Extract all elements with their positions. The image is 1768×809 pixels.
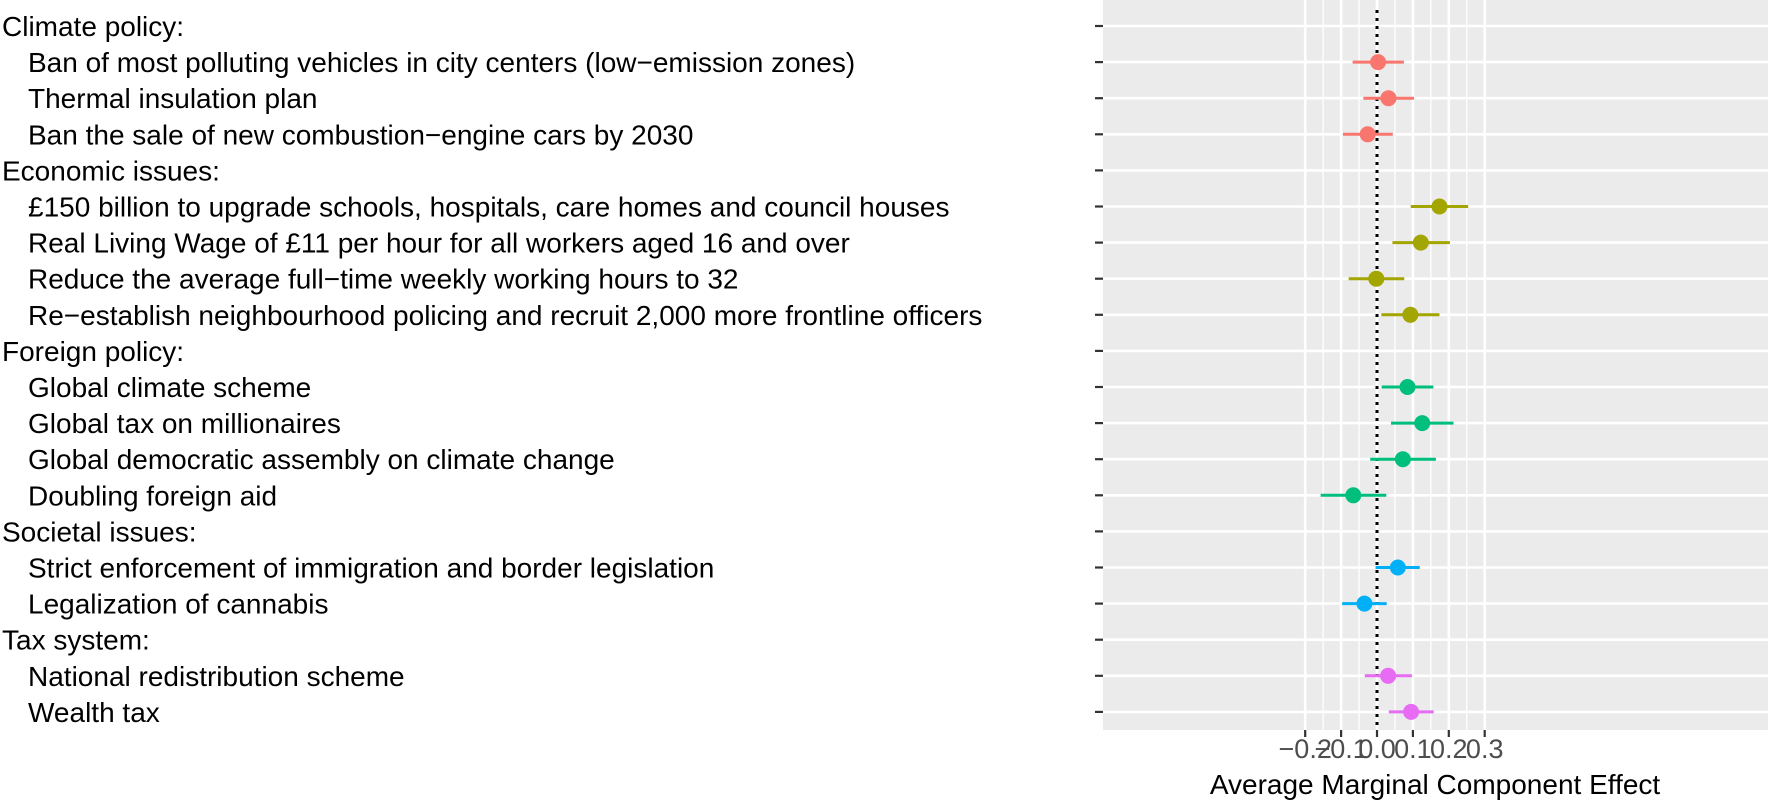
estimate-point-12 — [1394, 451, 1411, 468]
estimate-point-8 — [1402, 306, 1419, 323]
x-tick-label: 0.0 — [1358, 734, 1396, 764]
row-label: Strict enforcement of immigration and bo… — [28, 553, 714, 584]
row-label: Ban of most polluting vehicles in city c… — [28, 47, 855, 78]
estimate-point-6 — [1412, 234, 1429, 251]
row-label: National redistribution scheme — [28, 661, 405, 692]
row-label: Global tax on millionaires — [28, 408, 341, 439]
estimate-point-5 — [1431, 198, 1448, 215]
row-label: Global climate scheme — [28, 372, 311, 403]
group-header-label: Foreign policy: — [2, 336, 184, 367]
group-header-label: Societal issues: — [2, 516, 197, 547]
row-label: Thermal insulation plan — [28, 83, 318, 114]
estimate-point-15 — [1389, 559, 1406, 576]
estimate-point-1 — [1370, 54, 1387, 71]
group-header-label: Climate policy: — [2, 11, 184, 42]
estimate-marks — [1320, 54, 1469, 720]
row-label: Ban the sale of new combustion−engine ca… — [28, 119, 693, 150]
x-tick-label: −0.2 — [1279, 734, 1332, 764]
y-axis-ticks — [1095, 24, 1103, 714]
estimate-point-13 — [1345, 487, 1362, 504]
row-label: Global democratic assembly on climate ch… — [28, 444, 615, 475]
row-label: Doubling foreign aid — [28, 480, 277, 511]
row-labels: Climate policy: Ban of most polluting veh… — [2, 11, 982, 728]
plot-panel — [1103, 0, 1768, 730]
group-header-label: Tax system: — [2, 625, 150, 656]
estimate-point-19 — [1403, 703, 1420, 720]
x-tick-label: 0.1 — [1394, 734, 1432, 764]
row-label: Reduce the average full−time weekly work… — [28, 264, 739, 295]
row-label: Legalization of cannabis — [28, 589, 328, 620]
estimate-point-18 — [1380, 667, 1397, 684]
row-label: £150 billion to upgrade schools, hospita… — [28, 192, 949, 223]
x-axis-ticks: −0.2−0.10.00.10.20.3 — [1279, 730, 1504, 764]
estimate-point-11 — [1414, 415, 1431, 432]
group-header-label: Economic issues: — [2, 155, 220, 186]
estimate-point-7 — [1368, 270, 1385, 287]
estimate-point-16 — [1356, 595, 1373, 612]
row-label: Real Living Wage of £11 per hour for all… — [28, 228, 850, 259]
estimate-point-10 — [1399, 379, 1416, 395]
row-label: Wealth tax — [28, 697, 160, 728]
estimate-point-3 — [1359, 126, 1376, 143]
estimate-point-2 — [1380, 90, 1397, 107]
row-label: Re−establish neighbourhood policing and … — [28, 300, 982, 331]
x-tick-label: −0.1 — [1314, 734, 1367, 764]
x-axis-title: Average Marginal Component Effect — [1210, 769, 1661, 800]
x-tick-label: 0.3 — [1466, 734, 1504, 764]
x-tick-label: 0.2 — [1430, 734, 1468, 764]
